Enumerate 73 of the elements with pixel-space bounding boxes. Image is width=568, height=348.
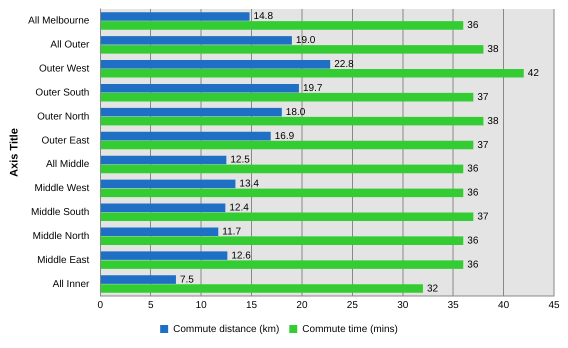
bar: [100, 180, 236, 188]
y-tick-label: Outer East: [42, 135, 90, 146]
y-tick-label: Outer West: [38, 64, 90, 75]
x-tick-label: 35: [448, 300, 460, 311]
bar: [100, 204, 226, 212]
y-tick-label: All Inner: [52, 278, 90, 290]
legend-label: Commute time (mins): [302, 324, 398, 335]
bar: [100, 188, 464, 198]
bar: [100, 275, 176, 284]
bar: [100, 108, 282, 116]
data-label: 36: [467, 259, 479, 270]
data-label: 32: [426, 283, 439, 294]
data-label: 18.0: [286, 106, 306, 118]
bar: [100, 60, 330, 69]
bar: [100, 69, 524, 78]
y-tick-label: Outer North: [37, 111, 90, 122]
bar: [100, 227, 218, 236]
bar: [100, 21, 464, 30]
data-label: 12.5: [230, 154, 250, 166]
data-label: 42: [528, 68, 540, 80]
data-label: 7.5: [180, 274, 194, 286]
data-label: 13.4: [239, 178, 260, 190]
bar: [100, 84, 299, 92]
x-tick-label: 40: [498, 300, 510, 311]
x-tick-label: 20: [296, 300, 308, 311]
bar: [100, 251, 228, 260]
data-label: 36: [467, 20, 479, 32]
y-tick-label: Middle West: [34, 183, 90, 194]
x-tick-label: 5: [148, 300, 154, 311]
x-tick-label: 15: [246, 300, 258, 311]
y-tick-label: Middle North: [32, 230, 90, 242]
data-label: 38: [487, 44, 499, 56]
bar: [100, 236, 464, 245]
data-label: 22.8: [334, 59, 354, 70]
bar: [100, 12, 250, 21]
data-label: 19.0: [296, 35, 316, 46]
x-tick-label: 10: [196, 300, 208, 311]
data-label: 38: [487, 116, 499, 127]
data-label: 37: [477, 212, 489, 223]
y-tick-label: All Outer: [50, 40, 90, 51]
data-label: 16.9: [274, 130, 295, 142]
y-tick-label: All Melbourne: [28, 16, 90, 27]
data-label: 36: [467, 164, 479, 175]
data-label: 37: [477, 92, 489, 103]
bar: [100, 260, 464, 269]
bar: [100, 156, 226, 164]
bar: [100, 140, 474, 150]
data-label: 36: [467, 188, 479, 199]
y-tick-label: All Middle: [46, 159, 90, 170]
data-label: 12.6: [231, 250, 252, 262]
x-tick-label: 45: [548, 300, 560, 311]
x-tick-label: 25: [346, 300, 358, 311]
y-tick-label: Middle East: [37, 254, 90, 266]
bar: [100, 45, 484, 54]
x-tick-label: 0: [98, 300, 104, 311]
data-label: 11.7: [222, 226, 242, 238]
data-label: 37: [477, 140, 489, 151]
bar: [100, 164, 464, 174]
data-label: 12.4: [229, 202, 250, 214]
bar: [100, 212, 474, 222]
y-axis-title: Axis Title: [8, 128, 21, 177]
x-tick-label: 30: [397, 300, 409, 311]
y-tick-label: Middle South: [30, 207, 90, 218]
bar: [100, 92, 474, 102]
bar: [100, 132, 271, 140]
data-label: 14.8: [254, 11, 274, 22]
y-tick-label: Outer South: [35, 87, 90, 98]
data-label: 19.7: [302, 82, 323, 94]
bar: [100, 284, 423, 293]
legend-label: Commute distance (km): [173, 324, 280, 335]
bar: [100, 36, 292, 45]
bar: [100, 116, 484, 126]
data-label: 36: [467, 235, 479, 246]
